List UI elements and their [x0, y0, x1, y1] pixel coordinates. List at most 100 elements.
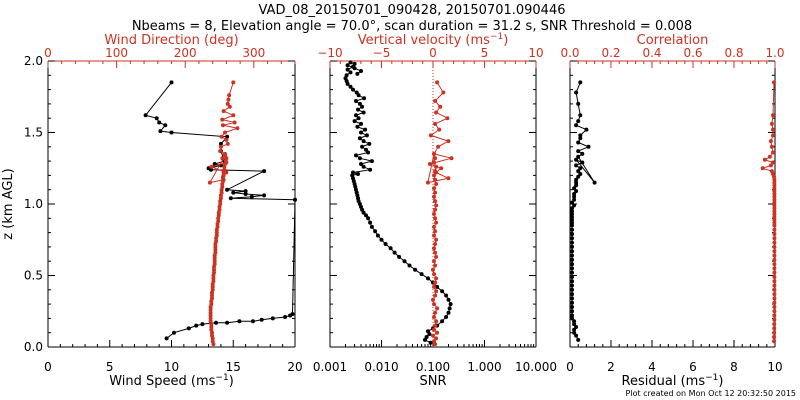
data-point	[369, 224, 374, 229]
data-point	[397, 254, 402, 259]
data-point	[219, 190, 224, 195]
data-point	[243, 189, 248, 194]
data-point	[232, 120, 237, 125]
top-tick-label: 300	[242, 46, 265, 60]
data-point	[434, 237, 439, 242]
data-point	[574, 333, 579, 338]
data-point	[208, 319, 213, 324]
data-point	[434, 182, 439, 186]
x-tick-label: 0	[44, 360, 52, 374]
data-point	[209, 325, 214, 329]
data-point	[574, 183, 579, 188]
data-point	[448, 302, 453, 307]
y-tick-label: 2.0	[24, 54, 43, 68]
data-point	[212, 262, 217, 267]
data-point	[772, 186, 777, 191]
data-point	[570, 209, 574, 214]
data-point	[433, 280, 438, 285]
data-point	[361, 139, 366, 144]
data-point	[226, 97, 231, 102]
data-point	[157, 120, 162, 125]
data-point	[218, 141, 223, 146]
data-point	[446, 176, 451, 181]
data-point	[221, 174, 225, 179]
top-axis-label-text: Correlation	[637, 33, 709, 48]
data-point	[576, 169, 581, 174]
data-point	[433, 310, 438, 315]
data-point	[772, 270, 777, 275]
data-point	[432, 194, 436, 199]
data-point	[434, 289, 439, 294]
data-point	[432, 327, 436, 332]
data-point	[576, 119, 581, 124]
data-point	[433, 99, 438, 103]
data-point	[217, 207, 222, 212]
data-point	[364, 147, 368, 152]
data-point	[431, 297, 435, 302]
top-axis-label: Correlation	[637, 33, 709, 48]
data-point	[432, 246, 436, 251]
data-point	[570, 292, 574, 297]
data-point	[251, 319, 255, 324]
data-point	[211, 279, 216, 284]
data-point	[158, 129, 163, 134]
x-tick-label: 2	[607, 360, 615, 374]
data-point	[570, 266, 574, 271]
data-point	[574, 163, 579, 168]
data-point	[772, 330, 777, 335]
data-point	[210, 284, 215, 289]
data-point	[290, 312, 295, 317]
data-point	[572, 330, 577, 335]
data-point	[356, 116, 361, 121]
data-point	[432, 233, 436, 238]
data-point	[356, 172, 360, 176]
data-point	[219, 134, 224, 139]
data-point	[214, 230, 219, 235]
data-point	[570, 220, 574, 225]
data-point	[361, 110, 366, 115]
data-point	[208, 307, 213, 312]
data-point	[772, 223, 777, 228]
data-point	[208, 310, 213, 315]
data-point	[772, 217, 777, 222]
data-point	[373, 229, 378, 234]
top-tick-label: 100	[105, 46, 128, 60]
panel-snr: 0.001 0.010 0.100 1.000 10.000 SNR −10 −5 0 5 10 Ve…	[313, 32, 557, 389]
data-point	[576, 337, 581, 342]
data-point	[771, 133, 775, 138]
data-point	[209, 327, 214, 332]
top-tick-label: 0.6	[683, 46, 702, 60]
data-point	[433, 156, 438, 161]
data-point	[576, 149, 581, 154]
data-point	[224, 137, 229, 142]
chart-subtitle: Nbeams = 8, Elevation angle = 70.0°, sca…	[132, 19, 692, 34]
data-point	[431, 333, 435, 338]
data-point	[570, 240, 574, 245]
data-point	[432, 224, 436, 229]
data-point	[440, 289, 445, 294]
data-point	[570, 287, 574, 292]
data-point	[447, 306, 452, 311]
data-point	[586, 144, 591, 149]
top-axis-label: Vertical velocity (ms−1)	[358, 32, 509, 48]
data-point	[210, 287, 215, 292]
data-point	[772, 253, 777, 258]
data-point	[213, 247, 218, 252]
data-point	[435, 306, 440, 311]
y-axis-label: z (km AGL)	[1, 168, 16, 239]
data-point	[432, 259, 436, 264]
x-tick-label: 1.000	[467, 360, 501, 374]
data-point	[572, 192, 577, 196]
data-point	[772, 287, 777, 292]
data-point	[576, 140, 581, 145]
data-point	[432, 272, 436, 277]
data-point	[413, 267, 418, 272]
data-point	[570, 200, 574, 205]
data-point	[570, 313, 574, 318]
top-tick-label: 0.0	[560, 46, 579, 60]
data-point	[570, 296, 574, 301]
panel-wind: 0.0 0.5 1.0 1.5 2.0 z (km AGL) 0 5 10 15 20 Wind Sp…	[1, 33, 303, 389]
data-point	[772, 296, 777, 301]
data-point	[221, 109, 226, 114]
bottom-axis-label-text: Wind Speed (ms	[109, 374, 215, 389]
